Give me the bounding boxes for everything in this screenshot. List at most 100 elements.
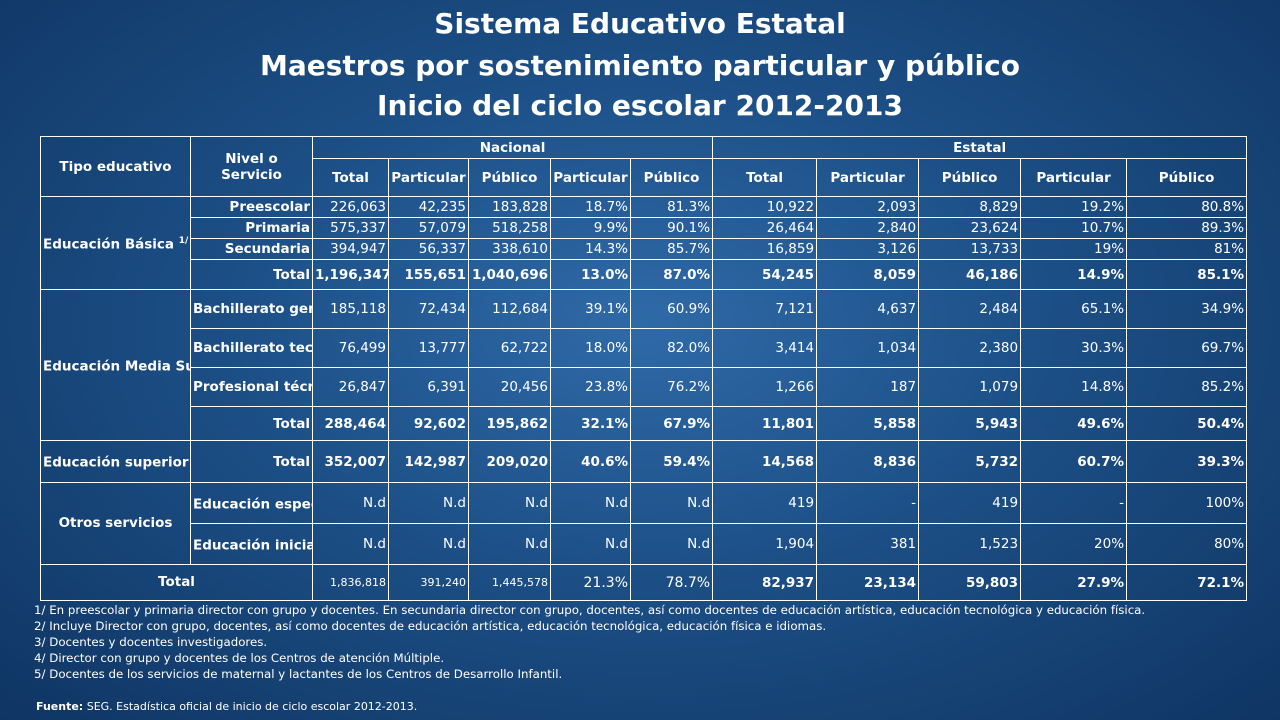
table-cell: 352,007 — [312, 440, 389, 483]
table-cell: 185,118 — [312, 289, 389, 329]
title-line-3: Inicio del ciclo escolar 2012-2013 — [377, 89, 903, 122]
table-cell: 62,722 — [468, 328, 551, 368]
row-label: Educación especial 4/ — [190, 482, 313, 524]
table-cell: 80.8% — [1126, 196, 1248, 218]
table-row: Otros servicios Educación especial 4/ N.… — [40, 482, 1248, 565]
table-cell: 3,414 — [712, 328, 818, 368]
table-cell: 40.6% — [550, 440, 631, 483]
table-cell: 13,777 — [388, 328, 469, 368]
table-cell: 5,943 — [918, 406, 1022, 441]
table-cell: 8,829 — [918, 196, 1022, 218]
row-label: Preescolar — [190, 196, 313, 218]
grand-total-row: Total 1,836,818 391,240 1,445,578 21.3% 78.7… — [40, 564, 1248, 601]
col-header: Particular — [388, 158, 469, 197]
table-cell: 23,134 — [816, 564, 920, 601]
row-label: Total — [190, 259, 313, 290]
table-cell: 209,020 — [468, 440, 551, 483]
table-cell: 65.1% — [1020, 289, 1128, 329]
source-note: Fuente: SEG. Estadística oficial de inic… — [36, 700, 417, 713]
table-cell: 5,732 — [918, 440, 1022, 483]
col-header: Público — [629, 158, 714, 197]
table-cell: 72.1% — [1126, 564, 1248, 601]
source-label: Fuente: — [36, 700, 84, 713]
table-cell: 1,079 — [918, 367, 1022, 407]
table-cell: 2,093 — [816, 196, 920, 218]
table-cell: 23,624 — [918, 217, 1022, 239]
table-row: Bachillerato tecnológico 76,49913,77762,… — [41, 328, 1248, 368]
row-label-text: Educación especial — [193, 496, 312, 513]
table-cell: 381 — [816, 523, 920, 565]
table-row: Educación Básica 1/ Preescolar 226,063 42… — [40, 196, 1248, 290]
table-cell: 183,828 — [468, 196, 551, 218]
table-cell: 518,258 — [468, 217, 551, 239]
table-cell: 23.8% — [550, 367, 631, 407]
table-cell: 1,034 — [816, 328, 920, 368]
table-cell: 11,801 — [712, 406, 818, 441]
row-label: Secundaria — [190, 238, 313, 260]
table-cell: 54,245 — [712, 259, 818, 290]
teachers-table: Tipo educativo Nivel o Servicio Nacional… — [40, 136, 1248, 601]
title-line-1: Sistema Educativo Estatal — [434, 7, 846, 40]
table-cell: 69.7% — [1126, 328, 1248, 368]
table-cell: N.d — [312, 523, 389, 565]
table-cell: N.d — [312, 482, 389, 524]
table-cell: 82,937 — [712, 564, 818, 601]
header-estatal: Estatal — [712, 136, 1248, 159]
table-cell: 85.1% — [1126, 259, 1248, 290]
table-row: Educación superior 3/ Total 352,007142,9… — [40, 440, 1248, 483]
row-label: Bachillerato general — [190, 289, 313, 329]
table-cell: 338,610 — [468, 238, 551, 260]
col-header: Total — [312, 158, 389, 197]
table-row: Total 1,196,347 155,651 1,040,696 13.0% 87.0… — [41, 259, 1248, 290]
footnotes: 1/ En preescolar y primaria director con… — [34, 602, 1244, 682]
group-label: Educación superior — [43, 454, 189, 471]
table-cell: 13,733 — [918, 238, 1022, 260]
row-label-text: Educación inicial — [193, 537, 313, 554]
table-cell: 3,126 — [816, 238, 920, 260]
table-cell: 1,523 — [918, 523, 1022, 565]
table-cell: 575,337 — [312, 217, 389, 239]
table-cell: 26,847 — [312, 367, 389, 407]
table-cell: 13.0% — [550, 259, 631, 290]
table-cell: N.d — [550, 523, 631, 565]
row-label: Total — [190, 406, 313, 441]
table-cell: 18.0% — [550, 328, 631, 368]
table-cell: 391,240 — [388, 564, 469, 601]
grand-total-label: Total — [40, 564, 313, 601]
table-cell: 39.3% — [1126, 440, 1248, 483]
group-label: Educación Media Superior — [43, 358, 190, 375]
table-cell: N.d — [629, 523, 714, 565]
table-cell: 1,040,696 — [468, 259, 551, 290]
table-cell: 20,456 — [468, 367, 551, 407]
group-basica: Educación Básica 1/ — [40, 196, 191, 290]
table-cell: 419 — [918, 482, 1022, 524]
table-cell: 76.2% — [629, 367, 714, 407]
table-cell: 85.7% — [629, 238, 714, 260]
table-cell: 67.9% — [629, 406, 714, 441]
table-cell: 10,922 — [712, 196, 818, 218]
table-cell: 26,464 — [712, 217, 818, 239]
table-cell: 80% — [1126, 523, 1248, 565]
table-cell: 142,987 — [388, 440, 469, 483]
table-cell: 57,079 — [388, 217, 469, 239]
table-cell: 14.8% — [1020, 367, 1128, 407]
table-cell: 18.7% — [550, 196, 631, 218]
col-header: Público — [1126, 158, 1248, 197]
table-cell: 8,059 — [816, 259, 920, 290]
table-row: Total 288,464 92,602 195,862 32.1% 67.9% 11,8… — [41, 406, 1248, 441]
table-cell: - — [816, 482, 920, 524]
footnote: 4/ Director con grupo y docentes de los … — [34, 651, 445, 665]
table-cell: 30.3% — [1020, 328, 1128, 368]
table-row: Educación Media Superior 2/ Bachillerato… — [40, 289, 1248, 441]
header-tipo: Tipo educativo — [40, 136, 191, 197]
table-row: Primaria 575,337 57,079 518,258 9.9% 90.1% 26… — [41, 217, 1248, 239]
table-cell: 1,196,347 — [312, 259, 389, 290]
table-cell: 187 — [816, 367, 920, 407]
group-label: Educación Básica — [43, 236, 174, 253]
table-cell: 90.1% — [629, 217, 714, 239]
footnote: 1/ En preescolar y primaria director con… — [34, 603, 1146, 617]
table-cell: 82.0% — [629, 328, 714, 368]
table-cell: 1,266 — [712, 367, 818, 407]
table-cell: 85.2% — [1126, 367, 1248, 407]
table-cell: 59,803 — [918, 564, 1022, 601]
